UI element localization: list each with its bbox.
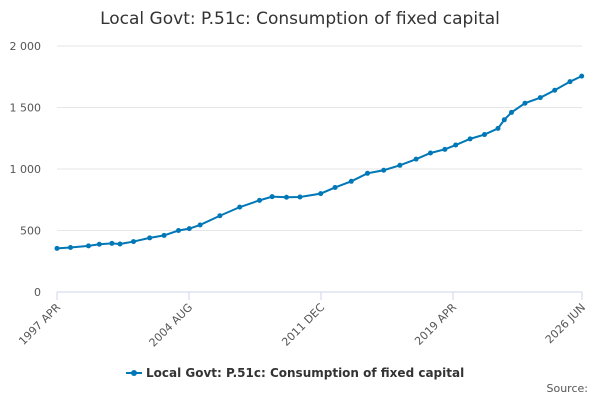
y-tick-label: 1 000 — [10, 163, 42, 176]
data-point — [175, 228, 181, 233]
data-point — [197, 222, 203, 228]
data-point — [427, 150, 433, 156]
data-point — [579, 73, 585, 79]
data-point — [381, 167, 387, 173]
data-point — [117, 241, 123, 247]
data-point — [453, 142, 459, 148]
data-point — [501, 117, 507, 123]
source-label: Source: — [547, 382, 589, 395]
data-point — [552, 87, 558, 93]
x-tick-label: 2004 AUG — [147, 301, 196, 350]
legend-label: Local Govt: P.51c: Consumption of fixed … — [146, 366, 464, 380]
data-point — [397, 162, 403, 168]
legend-marker — [131, 370, 137, 376]
data-point — [508, 109, 514, 115]
data-point — [109, 240, 115, 246]
y-tick-label: 0 — [34, 286, 41, 299]
data-point — [297, 194, 303, 200]
data-point — [256, 197, 262, 203]
data-point — [537, 95, 543, 101]
data-point — [67, 244, 73, 250]
data-point — [54, 245, 60, 251]
data-point — [332, 184, 338, 190]
data-point — [413, 156, 419, 162]
data-point — [85, 243, 91, 249]
data-point — [96, 241, 102, 247]
chart-title: Local Govt: P.51c: Consumption of fixed … — [100, 9, 500, 29]
y-tick-label: 500 — [20, 225, 41, 238]
data-point — [481, 132, 487, 138]
data-point — [467, 136, 473, 142]
data-point — [442, 146, 448, 152]
data-point — [348, 178, 354, 184]
x-tick-label: 2011 DEC — [279, 301, 327, 349]
data-point — [147, 235, 153, 241]
y-tick-label: 2 000 — [10, 40, 42, 53]
data-point — [364, 170, 370, 176]
data-point — [318, 191, 324, 197]
y-tick-label: 1 500 — [10, 102, 42, 115]
data-point — [186, 226, 192, 232]
data-point — [269, 194, 275, 200]
data-point — [130, 239, 136, 245]
x-tick-label: 2019 APR — [412, 301, 459, 348]
data-point — [237, 204, 243, 210]
data-point — [567, 79, 573, 85]
x-tick-label: 2026 JUN — [543, 301, 588, 346]
series-line — [56, 75, 583, 250]
data-point — [217, 213, 223, 219]
data-point — [161, 232, 167, 238]
data-point — [522, 100, 528, 106]
x-tick-label: 1997 APR — [16, 301, 63, 348]
data-point — [495, 125, 501, 131]
data-point — [283, 194, 289, 200]
